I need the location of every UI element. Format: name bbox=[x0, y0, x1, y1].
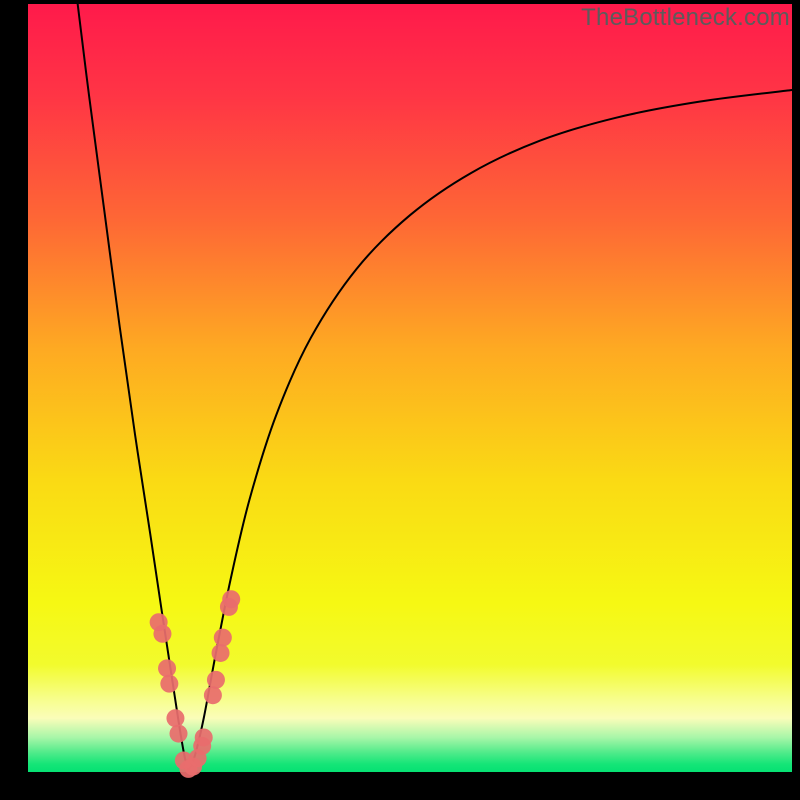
data-marker bbox=[160, 675, 178, 693]
curve-right-branch bbox=[188, 90, 792, 770]
outer-frame: TheBottleneck.com bbox=[0, 0, 800, 800]
data-marker bbox=[212, 644, 230, 662]
data-marker bbox=[195, 728, 213, 746]
data-marker bbox=[222, 590, 240, 608]
data-marker bbox=[170, 725, 188, 743]
marker-group bbox=[150, 590, 241, 778]
watermark-text: TheBottleneck.com bbox=[581, 4, 790, 32]
plot-area bbox=[28, 4, 792, 772]
data-marker bbox=[214, 629, 232, 647]
data-marker bbox=[158, 659, 176, 677]
bottleneck-curve-chart bbox=[28, 4, 792, 772]
data-marker bbox=[207, 671, 225, 689]
data-marker bbox=[153, 625, 171, 643]
data-marker bbox=[204, 686, 222, 704]
curve-left-branch bbox=[78, 4, 189, 770]
data-marker bbox=[166, 709, 184, 727]
